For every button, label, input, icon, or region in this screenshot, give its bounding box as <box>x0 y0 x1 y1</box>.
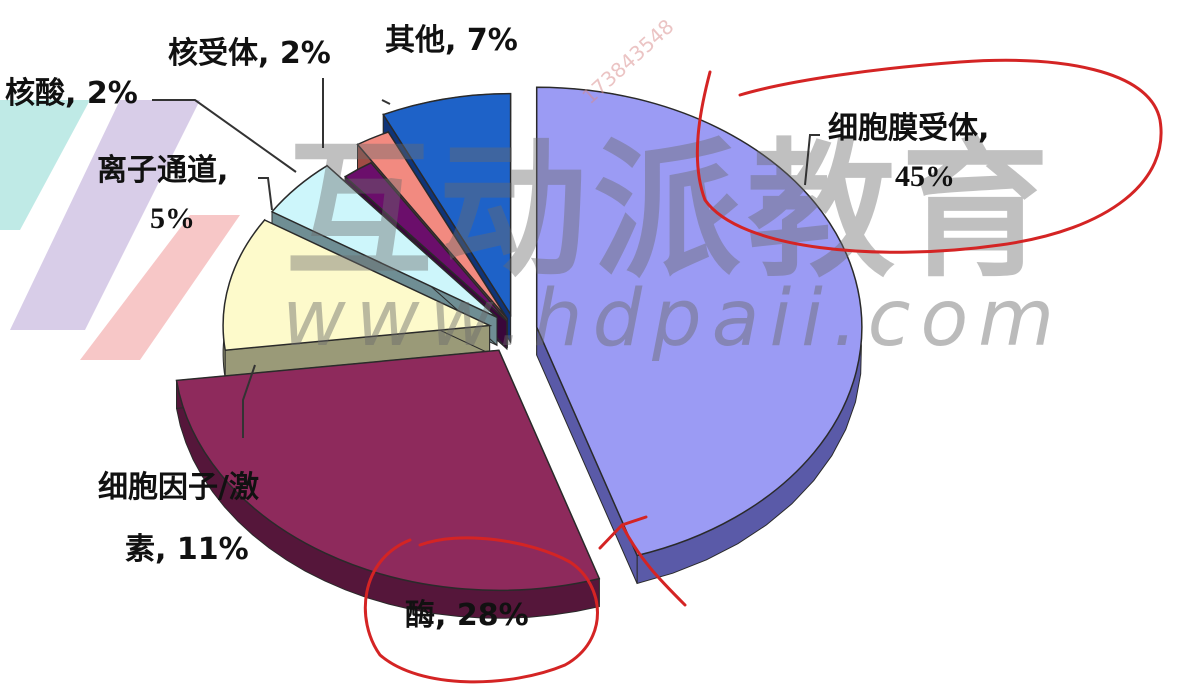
leader-nucleic <box>152 99 297 173</box>
label-nuclear: 核受体, 2% <box>168 36 331 71</box>
leader-ion <box>258 177 273 211</box>
slices-layer <box>175 86 863 619</box>
circle-enzyme-annotation <box>363 536 599 684</box>
label-cytokine-line1: 细胞因子/激 <box>98 470 259 505</box>
pie-slice-top-other <box>382 92 512 317</box>
background-stripes <box>0 100 240 360</box>
pie-slice-enzyme <box>175 349 601 619</box>
leader-cytokine <box>242 364 256 438</box>
watermark-url: www.hdpaii.com <box>282 274 1064 364</box>
pie-slice-top-enzyme <box>175 349 601 592</box>
lavender-stripe <box>10 100 200 330</box>
pink-stripe <box>80 215 240 360</box>
teal-stripe <box>0 100 90 230</box>
pie-slice-top-ion <box>270 164 498 318</box>
label-ion-line1: 离子通道, <box>97 153 228 188</box>
label-membrane-line1: 细胞膜受体, <box>828 111 989 146</box>
leader-membrane <box>804 134 820 186</box>
pie-slice-top-cytokine <box>222 219 493 352</box>
watermark: 互动派教育 www.hdpaii.com 173843548 <box>282 14 1064 364</box>
watermark-phone: 173843548 <box>577 14 678 108</box>
label-other: 其他, 7% <box>385 23 518 58</box>
label-ion-line2: 5% <box>150 202 195 235</box>
arrow-enzyme-annotation <box>598 515 687 607</box>
pie-slice-top-nucleic <box>343 161 508 322</box>
annotations <box>363 58 1163 684</box>
label-nucleic: 核酸, 2% <box>5 76 138 111</box>
label-membrane: 细胞膜受体, 45% <box>828 111 995 193</box>
slice-labels: 细胞膜受体, 45% 酶, 28% 细胞因子/激 素, 11% 离子通道, 5%… <box>5 23 995 633</box>
label-cytokine-line2: 素, 11% <box>125 532 249 567</box>
circle-membrane-annotation <box>695 58 1163 254</box>
label-enzyme: 酶, 28% <box>405 598 529 633</box>
pie-slice-top-membrane <box>535 86 863 557</box>
leader-other <box>381 99 391 105</box>
watermark-brand: 互动派教育 <box>285 125 1055 297</box>
label-ion: 离子通道, 5% <box>97 153 234 235</box>
label-cytokine: 细胞因子/激 素, 11% <box>98 470 264 567</box>
pie-slice-top-nuclear <box>356 131 508 320</box>
leader-lines <box>152 78 820 438</box>
pie-slice-membrane <box>535 86 863 585</box>
label-membrane-line2: 45% <box>895 160 955 193</box>
